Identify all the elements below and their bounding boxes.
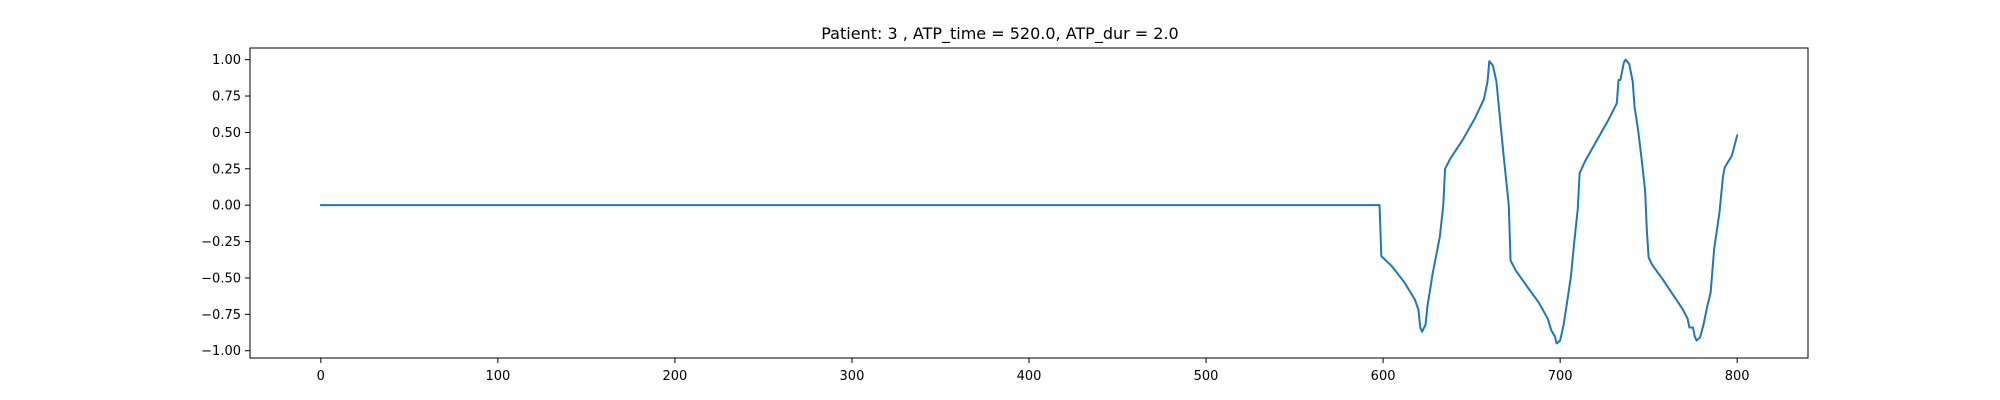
chart-title: Patient: 3 , ATP_time = 520.0, ATP_dur =…	[821, 24, 1178, 44]
x-tick-label: 800	[1725, 369, 1750, 384]
y-tick-label: −1.00	[201, 344, 241, 359]
series-line	[319, 58, 1739, 345]
x-tick-label: 100	[485, 369, 510, 384]
y-tick-label: 0.75	[212, 90, 241, 105]
y-tick-label: 0.25	[212, 162, 241, 177]
x-tick-label: 500	[1194, 369, 1219, 384]
y-tick-label: 1.00	[212, 53, 241, 68]
x-tick-label: 700	[1548, 369, 1573, 384]
y-tick-label: 0.00	[212, 199, 241, 214]
x-tick-label: 300	[840, 369, 865, 384]
y-tick-label: −0.50	[201, 271, 241, 286]
y-tick-label: −0.25	[201, 235, 241, 250]
x-tick-label: 0	[317, 369, 325, 384]
x-tick-label: 600	[1371, 369, 1396, 384]
plot-area	[319, 58, 1739, 345]
x-tick-label: 400	[1017, 369, 1042, 384]
axes-frame	[249, 47, 1809, 359]
y-tick-label: −0.75	[201, 308, 241, 323]
x-tick-label: 200	[662, 369, 687, 384]
axis-ticks: 0 100 200 300 400 500 600 700 800 −1.00 −0.75 −0.50…	[201, 53, 1749, 384]
y-tick-label: 0.50	[212, 126, 241, 141]
